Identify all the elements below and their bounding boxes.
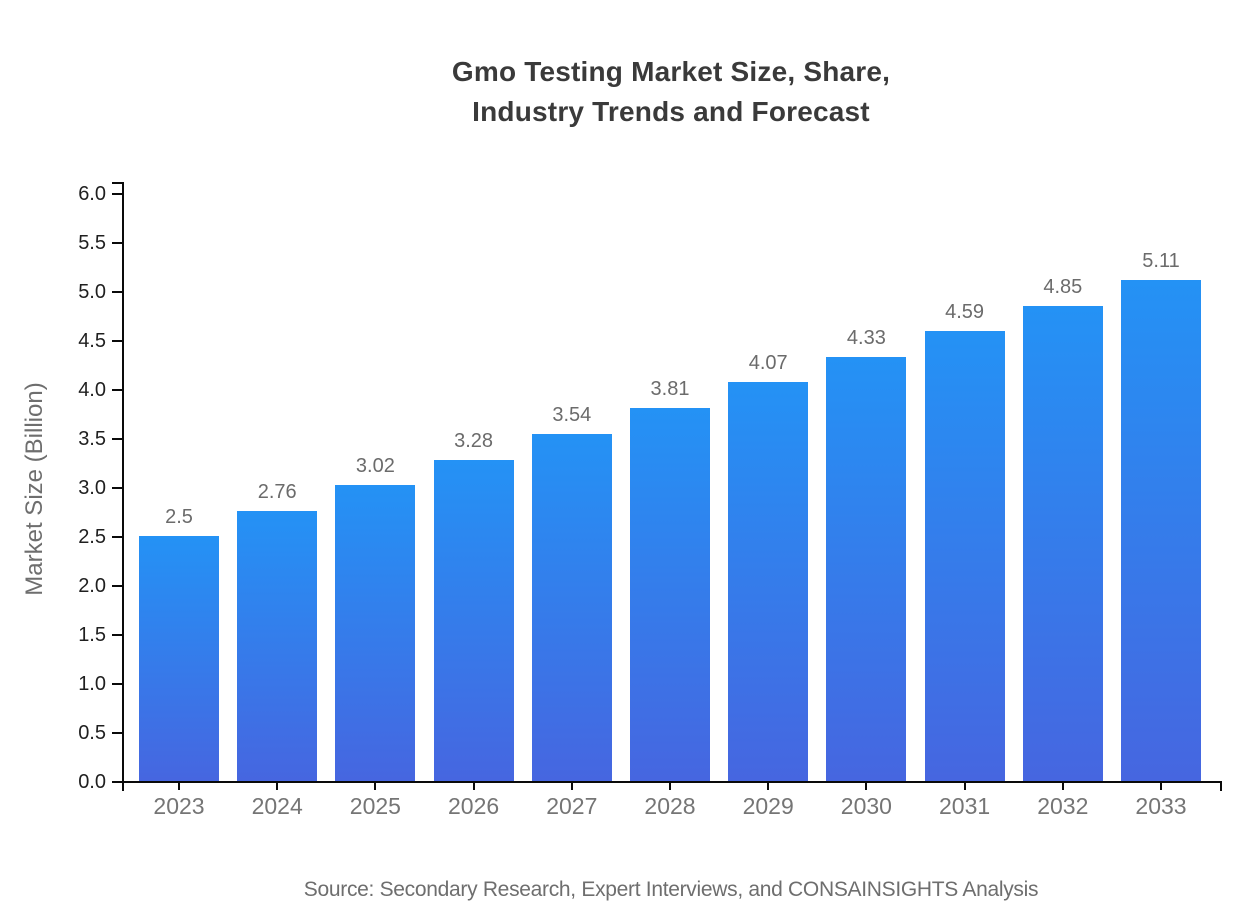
y-tick-label: 4.0 (78, 379, 106, 401)
bar-value-label: 4.07 (748, 352, 788, 375)
source-note: Source: Secondary Research, Expert Inter… (303, 878, 1039, 901)
y-tick-label: 3.0 (78, 477, 106, 499)
x-tick-label: 2024 (251, 793, 303, 819)
bar (728, 382, 809, 781)
bar (433, 459, 514, 781)
bar (630, 407, 710, 781)
bar-value-label: 4.59 (945, 301, 985, 324)
bar (139, 536, 219, 781)
y-tick (112, 536, 122, 538)
y-tick (112, 340, 122, 342)
bar-value-label: 2.76 (257, 480, 297, 503)
bar (1121, 280, 1201, 781)
x-axis-line (122, 781, 1222, 783)
y-tick (112, 389, 122, 391)
y-tick-label: 1.0 (78, 673, 106, 695)
x-tick-label: 2028 (644, 793, 696, 819)
bar-value-label: 3.81 (650, 377, 690, 400)
y-tick (112, 193, 122, 195)
y-tick (112, 732, 122, 734)
y-tick (112, 585, 122, 587)
y-tick-label: 0.5 (78, 722, 106, 744)
y-tick-label: 5.5 (78, 232, 106, 254)
x-tick-label: 2025 (349, 793, 401, 819)
x-axis-end-tick (1220, 781, 1222, 791)
bar-value-label: 3.54 (552, 404, 592, 427)
x-tick-label: 2030 (840, 793, 892, 819)
bar-value-label: 4.85 (1043, 275, 1083, 298)
chart-title-line-1: Gmo Testing Market Size, Share, (451, 56, 891, 87)
bar-value-label: 3.28 (454, 429, 494, 452)
y-tick-label: 6.0 (78, 183, 106, 205)
x-tick-label: 2027 (546, 793, 598, 819)
y-tick-label: 3.5 (78, 428, 106, 450)
y-tick (112, 683, 122, 685)
x-tick (472, 781, 475, 790)
x-tick-label: 2026 (448, 793, 500, 819)
y-tick (112, 781, 122, 783)
chart-title: Gmo Testing Market Size, Share, Industry… (122, 52, 1220, 132)
x-tick (374, 781, 377, 790)
bar (826, 356, 907, 781)
y-tick (112, 634, 122, 636)
bar (335, 485, 416, 781)
y-tick (112, 438, 122, 440)
bar-value-label: 3.02 (355, 455, 395, 478)
x-tick (669, 781, 671, 790)
bar-value-label: 2.5 (165, 506, 193, 528)
y-axis-line (122, 182, 124, 791)
y-tick-label: 2.0 (78, 575, 106, 597)
x-tick-label: 2031 (939, 793, 991, 819)
bar (924, 331, 1005, 781)
x-tick-label: 2029 (742, 793, 794, 819)
y-tick (112, 291, 122, 293)
x-tick-label: 2023 (153, 793, 205, 819)
x-tick (276, 781, 279, 790)
x-tick (1061, 781, 1064, 790)
y-tick-label: 2.5 (78, 526, 106, 548)
x-tick-label: 2032 (1037, 793, 1089, 819)
y-tick-label: 0.0 (78, 771, 106, 793)
bar-value-label: 5.11 (1142, 250, 1180, 273)
bar (1022, 305, 1103, 781)
chart-title-line-2: Industry Trends and Forecast (472, 96, 870, 127)
x-axis-start-tick (122, 781, 124, 791)
x-tick-label: 2033 (1135, 793, 1187, 819)
bar (237, 510, 318, 781)
x-tick (963, 781, 966, 790)
x-tick (1160, 781, 1162, 790)
y-axis-title: Market Size (Billion) (21, 382, 48, 596)
y-tick (112, 487, 122, 489)
x-tick (178, 781, 180, 790)
y-tick-label: 1.5 (78, 624, 106, 646)
y-tick (112, 242, 122, 244)
x-tick (570, 781, 573, 790)
y-axis-end-cap (112, 182, 122, 184)
x-tick (865, 781, 868, 790)
bar-value-label: 4.33 (846, 326, 886, 349)
bar (531, 434, 612, 781)
x-tick (767, 781, 770, 790)
y-tick-label: 4.5 (78, 330, 106, 352)
y-tick-label: 5.0 (78, 281, 106, 303)
